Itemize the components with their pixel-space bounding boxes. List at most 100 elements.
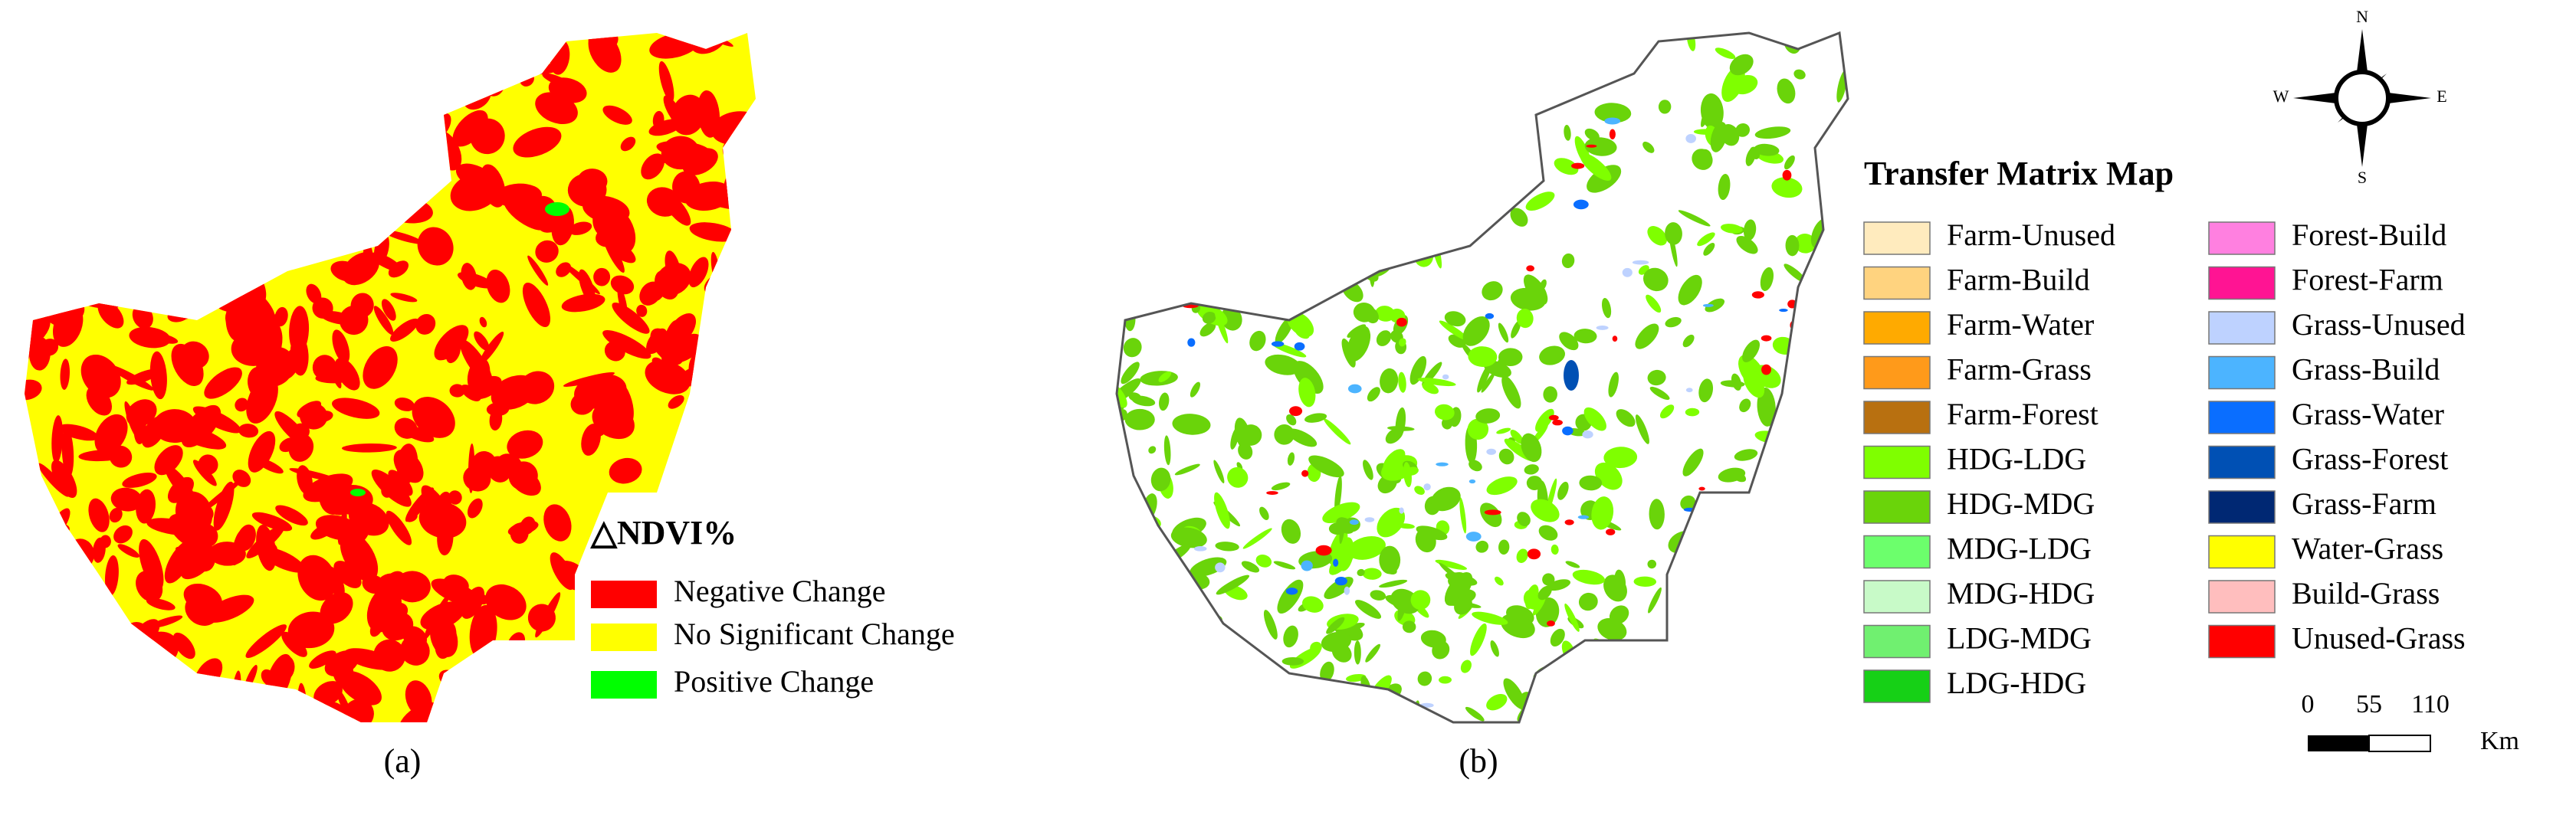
- map-patch: [1275, 676, 1307, 699]
- map-patch: [1330, 267, 1350, 279]
- map-patch: [602, 105, 632, 125]
- map-patch: [382, 230, 424, 244]
- legend-swatch: [1863, 535, 1931, 569]
- map-patch: [1298, 378, 1316, 408]
- map-patch: [117, 544, 140, 558]
- map-patch: [1265, 90, 1294, 113]
- map-patch: [279, 437, 298, 453]
- map-patch: [1167, 673, 1182, 696]
- map-patch: [60, 358, 70, 390]
- map-patch: [246, 375, 278, 424]
- legend-swatch: [1863, 355, 1931, 390]
- map-patch: [1166, 174, 1188, 195]
- map-patch: [1826, 234, 1843, 272]
- map-patch: [1263, 610, 1278, 640]
- legend-label: Grass-Forest: [2292, 442, 2448, 476]
- legend-swatch: [1863, 266, 1931, 300]
- map-patch: [250, 162, 281, 187]
- map-patch: [602, 329, 651, 359]
- map-patch: [1429, 93, 1438, 104]
- map-patch: [86, 386, 112, 416]
- map-patch: [1642, 141, 1655, 153]
- map-patch: [167, 476, 194, 503]
- map-patch: [581, 424, 601, 456]
- map-patch: [396, 444, 418, 484]
- map-patch: [96, 226, 118, 244]
- map-patch: [1564, 360, 1579, 391]
- map-patch: [238, 424, 259, 438]
- map-patch: [1329, 119, 1337, 142]
- map-patch: [435, 491, 452, 520]
- map-patch: [221, 224, 258, 271]
- map-patch: [1705, 298, 1725, 313]
- map-patch: [1296, 195, 1306, 205]
- map-patch: [38, 463, 69, 497]
- map-patch: [1721, 682, 1737, 692]
- map-patch: [1255, 554, 1272, 568]
- map-patch: [274, 306, 288, 327]
- map-patch: [543, 504, 572, 542]
- map-patch: [1326, 617, 1345, 634]
- map-patch: [1521, 433, 1542, 463]
- map-patch: [286, 720, 327, 722]
- map-patch: [172, 632, 195, 660]
- map-patch: [1158, 371, 1172, 382]
- map-patch: [556, 262, 572, 277]
- map-patch: [405, 513, 418, 522]
- map-patch: [1771, 177, 1803, 198]
- map-patch: [369, 252, 402, 272]
- map-patch: [1190, 557, 1227, 577]
- map-patch: [1196, 151, 1205, 160]
- map-patch: [535, 240, 559, 263]
- map-patch: [1602, 297, 1612, 319]
- map-patch: [1436, 462, 1449, 466]
- map-patch: [1373, 148, 1387, 152]
- map-patch: [103, 680, 152, 701]
- map-patch: [743, 224, 756, 266]
- map-patch: [1211, 230, 1229, 260]
- map-patch: [1678, 210, 1711, 227]
- map-patch: [620, 136, 636, 152]
- map-patch: [1289, 406, 1303, 417]
- map-patch: [1134, 131, 1160, 157]
- map-patch: [122, 473, 157, 488]
- map-patch: [1370, 590, 1386, 601]
- legend-label: Farm-Forest: [1947, 397, 2099, 431]
- map-patch: [507, 430, 543, 459]
- map-patch: [1782, 690, 1809, 699]
- map-patch: [1274, 424, 1295, 445]
- map-patch: [498, 705, 513, 718]
- map-patch: [381, 483, 394, 498]
- map-patch: [1304, 206, 1319, 218]
- map-patch: [402, 626, 428, 649]
- map-patch: [1539, 345, 1565, 365]
- map-patch: [479, 316, 487, 328]
- map-patch: [1525, 191, 1555, 211]
- map-patch: [1255, 67, 1275, 78]
- map-patch: [1649, 499, 1665, 530]
- map-patch: [1403, 462, 1412, 488]
- map-patch: [113, 525, 133, 544]
- map-patch: [479, 332, 504, 365]
- map-patch: [1215, 562, 1226, 573]
- map-patch: [25, 203, 61, 237]
- map-patch: [1423, 483, 1431, 491]
- map-patch: [1379, 545, 1401, 574]
- map-patch: [204, 367, 242, 399]
- map-patch: [263, 113, 300, 149]
- map-patch: [192, 136, 228, 186]
- map-patch: [1580, 152, 1612, 181]
- map-patch: [390, 318, 419, 342]
- map-patch: [1550, 628, 1565, 646]
- map-patch: [1399, 338, 1406, 347]
- map-patch: [1564, 33, 1578, 41]
- map-patch: [485, 33, 534, 67]
- map-patch: [1285, 280, 1301, 302]
- map-patch: [1212, 642, 1220, 652]
- map-patch: [1710, 122, 1728, 152]
- map-patch: [1349, 519, 1359, 525]
- map-patch: [1701, 102, 1712, 128]
- map-patch: [344, 139, 377, 157]
- map-patch: [110, 697, 136, 722]
- map-patch: [1784, 642, 1801, 646]
